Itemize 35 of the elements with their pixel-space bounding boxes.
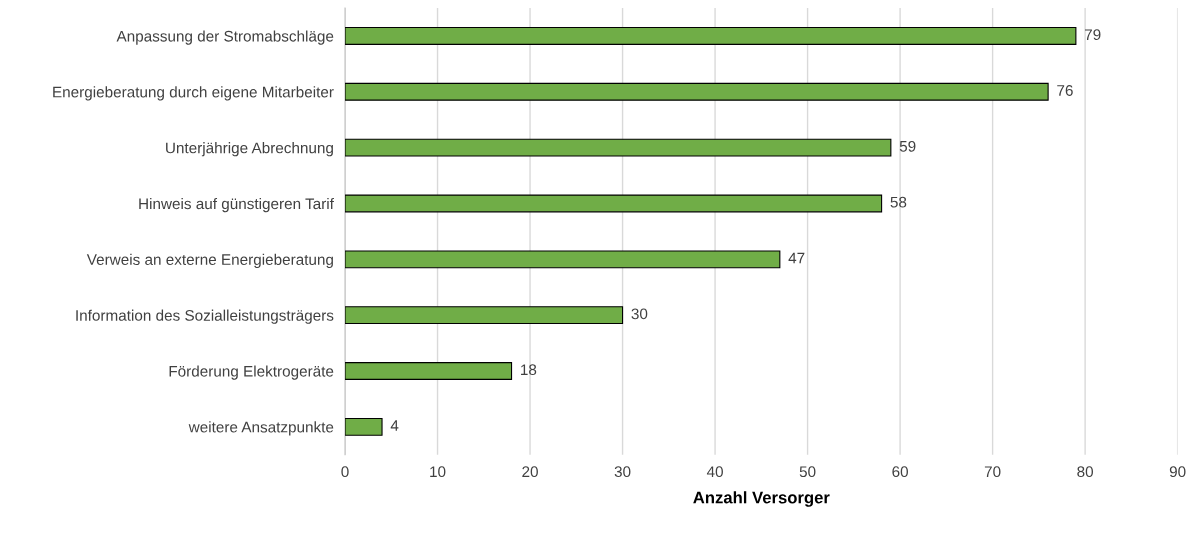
y-tick-label: Anpassung der Stromabschläge	[116, 30, 334, 45]
y-tick-label: Energieberatung durch eigene Mitarbeiter	[53, 86, 334, 101]
y-tick-label: Verweis an externe Energieberatung	[86, 253, 333, 269]
bar	[345, 27, 1077, 45]
data-label: 58	[890, 196, 907, 208]
x-tick-label: 50	[799, 466, 816, 478]
y-tick-label: Unterjährige Abrechnung	[166, 142, 333, 157]
y-tick-label: Förderung Elektrogeräte	[169, 365, 334, 380]
data-label: 30	[631, 308, 648, 320]
bar	[345, 250, 781, 269]
y-tick-label: Information des Sozialleistungsträgers	[76, 309, 334, 324]
bar	[345, 362, 513, 380]
data-label: 4	[390, 420, 399, 431]
data-label: 76	[1057, 85, 1073, 96]
bar	[345, 194, 883, 213]
x-tick-label: 40	[706, 466, 723, 478]
y-tick-label: weitere Ansatzpunkte	[188, 421, 334, 436]
y-tick-label: Hinweis auf günstigeren Tarif	[139, 197, 334, 213]
bar	[345, 417, 383, 436]
data-label: 18	[521, 364, 537, 376]
x-axis-title: Anzahl Versorger	[693, 491, 830, 507]
x-tick-label: 60	[892, 466, 908, 478]
x-tick-label: 90	[1169, 466, 1186, 478]
x-tick-label: 70	[984, 466, 1001, 478]
x-tick-label: 0	[341, 466, 349, 478]
bar	[345, 306, 624, 325]
x-tick-label: 10	[430, 466, 446, 478]
x-tick-label: 30	[614, 466, 631, 478]
bar	[345, 138, 892, 157]
data-label: 47	[788, 252, 805, 264]
x-tick-label: 20	[522, 466, 538, 478]
x-tick-label: 80	[1077, 466, 1094, 478]
bar	[345, 82, 1049, 101]
data-label: 79	[1084, 29, 1101, 41]
data-label: 59	[899, 140, 916, 152]
